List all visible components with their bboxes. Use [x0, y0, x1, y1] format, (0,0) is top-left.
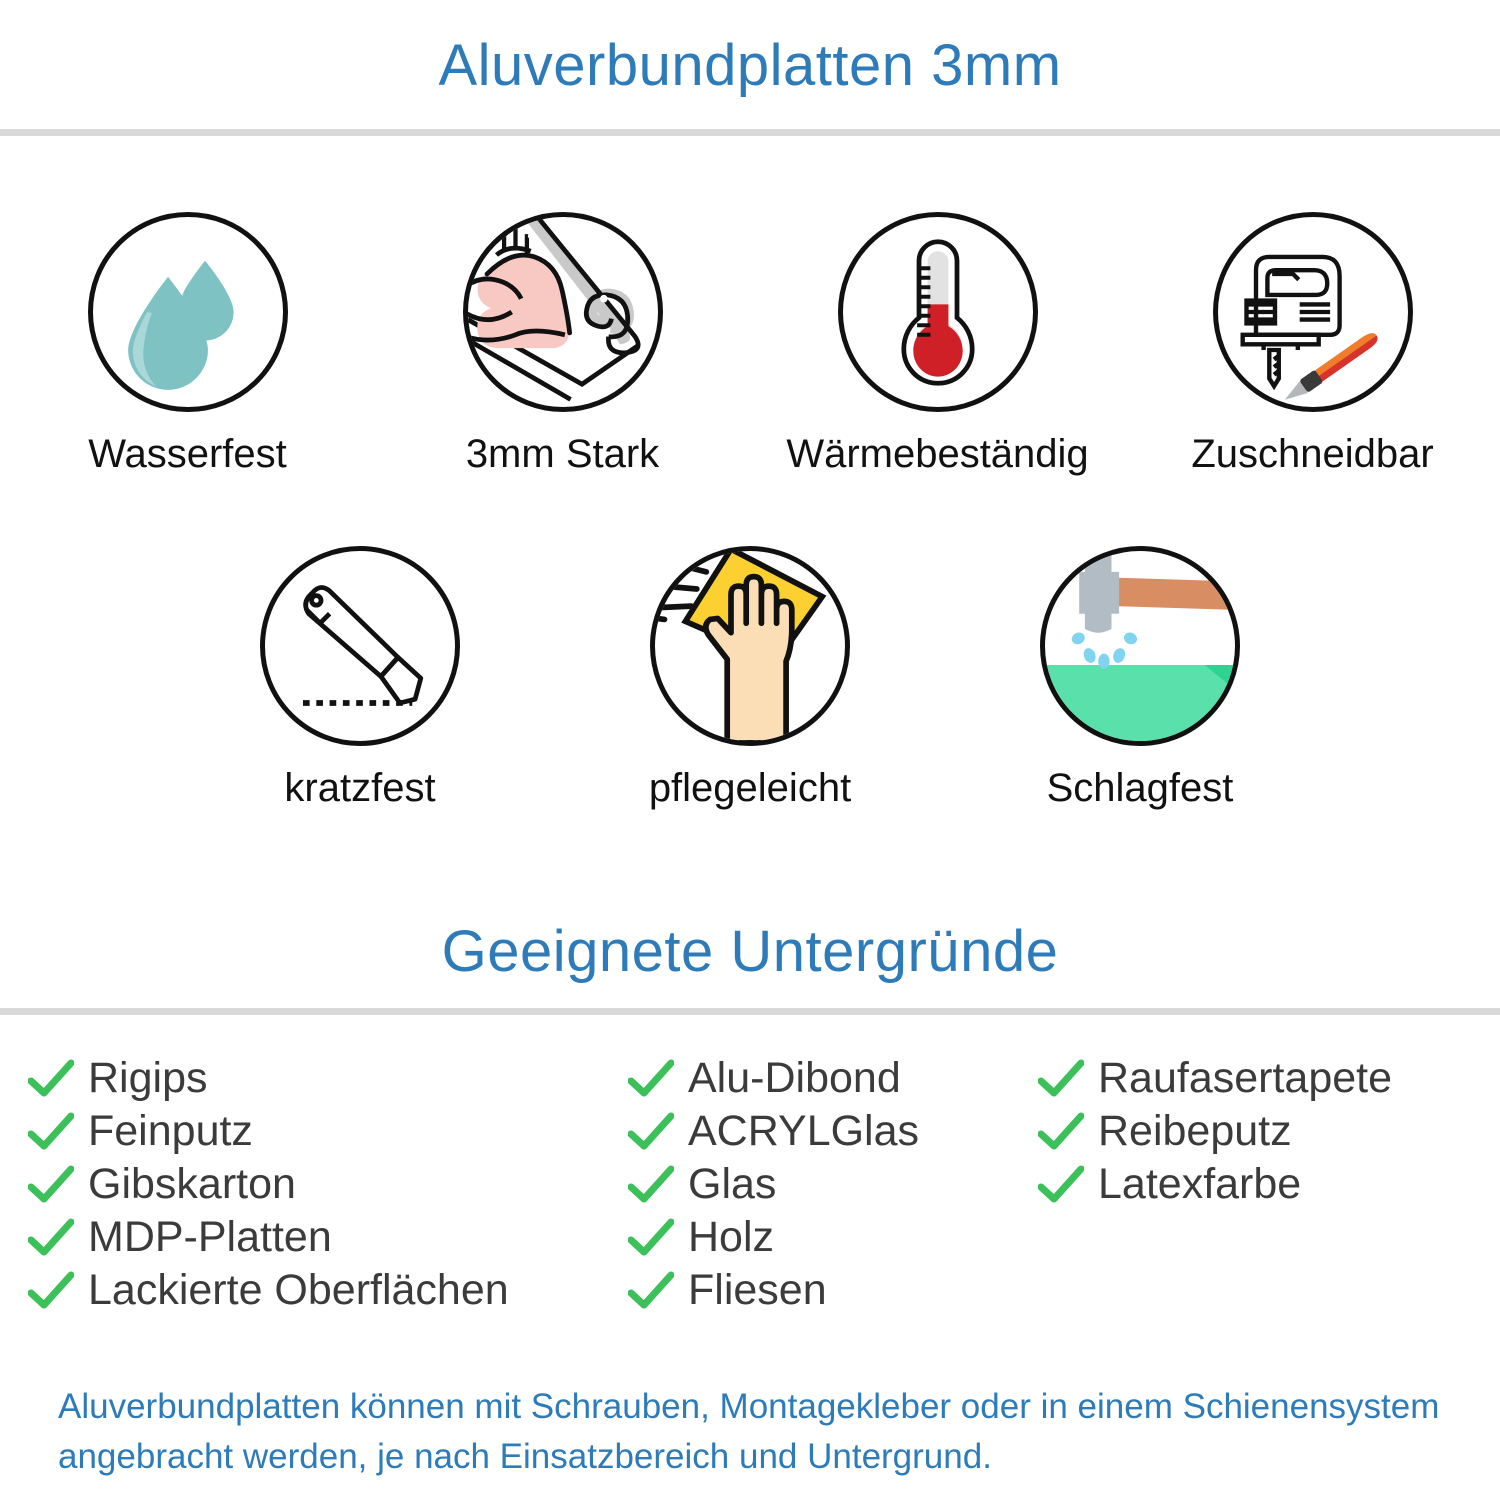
check-icon [28, 1218, 74, 1258]
list-item: Reibeputz [1038, 1105, 1478, 1158]
list-item: Latexfarbe [1038, 1158, 1478, 1211]
list-item: Rigips [28, 1052, 628, 1105]
hammer-impact-icon [1040, 546, 1240, 746]
thermometer-icon [837, 212, 1038, 412]
list-item: MDP-Platten [28, 1211, 628, 1264]
check-icon [628, 1112, 674, 1152]
feature-label: Wasserfest [88, 432, 287, 476]
substrate-column-3: Raufasertapete Reibeputz Latexfarbe [1038, 1052, 1478, 1211]
list-item-label: Raufasertapete [1098, 1054, 1393, 1102]
substrate-column-1: Rigips Feinputz Gibskarton MDP-Platten [28, 1052, 628, 1317]
feature-label: pflegeleicht [648, 766, 852, 810]
list-item-label: Alu-Dibond [688, 1054, 901, 1102]
feature-label: kratzfest [284, 766, 436, 810]
check-icon [628, 1218, 674, 1258]
feature-schlagfest: Schlagfest [945, 546, 1335, 811]
list-item-label: Lackierte Oberflächen [88, 1266, 509, 1314]
water-drops-icon [87, 212, 288, 412]
section-title-substrates: Geeignete Untergründe [441, 919, 1059, 984]
check-icon [628, 1059, 674, 1099]
feature-row-2: kratzfest pflegel [0, 546, 1500, 811]
list-item: Glas [628, 1158, 1038, 1211]
list-item-label: MDP-Platten [88, 1213, 332, 1261]
substrate-column-2: Alu-Dibond ACRYLGlas Glas Holz [628, 1052, 1038, 1317]
mounting-note: Aluverbundplatten können mit Schrauben, … [58, 1387, 1440, 1476]
feature-3mm-stark: 3mm Stark [375, 212, 750, 477]
flexing-arm-icon [462, 212, 663, 412]
page-title: Aluverbundplatten 3mm [438, 33, 1062, 98]
divider-top [0, 129, 1500, 136]
list-item: Lackierte Oberflächen [28, 1264, 628, 1317]
feature-row-1: Wasserfest [0, 212, 1500, 477]
list-item-label: Rigips [88, 1054, 208, 1102]
list-item: Raufasertapete [1038, 1052, 1478, 1105]
check-icon [28, 1165, 74, 1205]
list-item: ACRYLGlas [628, 1105, 1038, 1158]
check-icon [1038, 1112, 1084, 1152]
list-item-label: Feinputz [88, 1107, 253, 1155]
divider-middle [0, 1008, 1500, 1015]
feature-wasserfest: Wasserfest [0, 212, 375, 477]
list-item: Gibskarton [28, 1158, 628, 1211]
list-item: Feinputz [28, 1105, 628, 1158]
check-icon [628, 1271, 674, 1311]
list-item: Holz [628, 1211, 1038, 1264]
check-icon [1038, 1165, 1084, 1205]
check-icon [28, 1112, 74, 1152]
check-icon [1038, 1059, 1084, 1099]
list-item-label: Gibskarton [88, 1160, 296, 1208]
check-icon [628, 1165, 674, 1205]
feature-zuschneidbar: Zuschneidbar [1125, 212, 1500, 477]
list-item-label: Glas [688, 1160, 777, 1208]
list-item-label: Fliesen [688, 1266, 827, 1314]
feature-pflegeleicht: pflegeleicht [555, 546, 945, 811]
feature-waermebestaendig: Wärmebeständig [750, 212, 1125, 477]
substrate-checklist: Rigips Feinputz Gibskarton MDP-Platten [28, 1052, 1478, 1317]
list-item: Fliesen [628, 1264, 1038, 1317]
feature-kratzfest: kratzfest [165, 546, 555, 811]
utility-knife-icon [260, 546, 460, 746]
feature-label: 3mm Stark [465, 432, 660, 476]
check-icon [28, 1059, 74, 1099]
jigsaw-and-scalpel-icon [1212, 212, 1413, 412]
check-icon [28, 1271, 74, 1311]
list-item-label: Holz [688, 1213, 775, 1261]
list-item: Alu-Dibond [628, 1052, 1038, 1105]
list-item-label: ACRYLGlas [688, 1107, 920, 1155]
feature-label: Zuschneidbar [1191, 432, 1434, 476]
feature-label: Wärmebeständig [786, 432, 1089, 476]
list-item-label: Reibeputz [1098, 1107, 1292, 1155]
feature-label: Schlagfest [1046, 766, 1234, 810]
list-item-label: Latexfarbe [1098, 1160, 1302, 1208]
hand-with-cloth-icon [650, 546, 850, 746]
